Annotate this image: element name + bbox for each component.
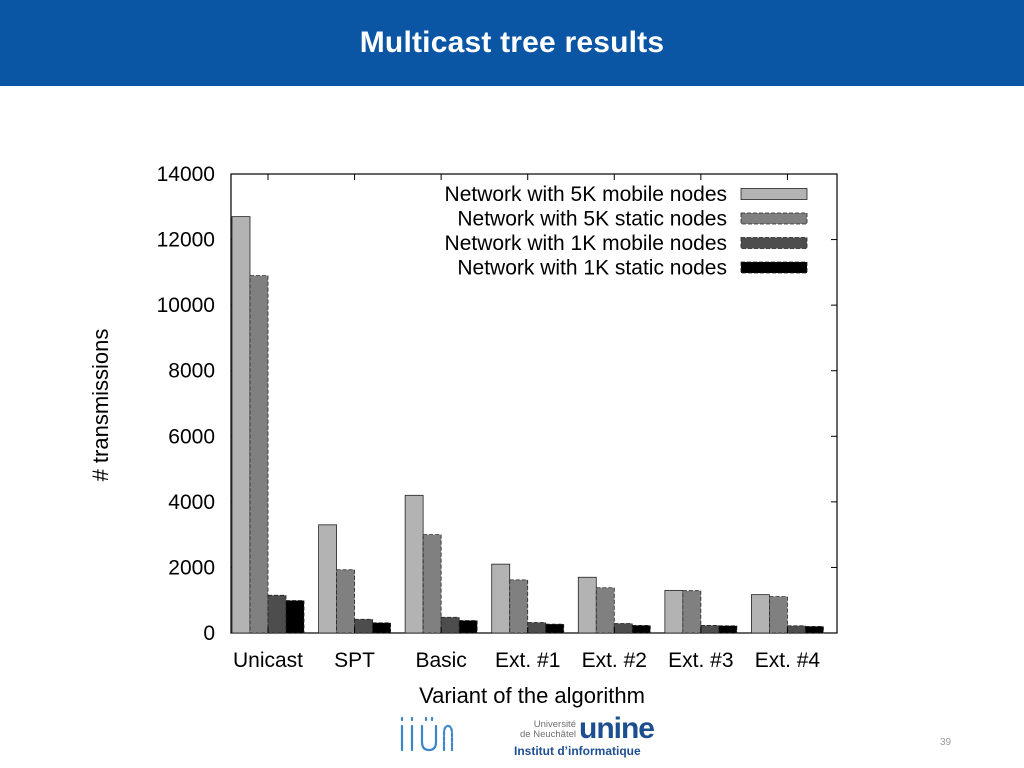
x-tick-label: Ext. #1	[495, 649, 560, 672]
bar-1	[404, 494, 424, 634]
x-tick-label: SPT	[334, 649, 375, 672]
legend-label: Network with 5K static nodes	[457, 208, 727, 231]
iiun-logo-mark	[400, 716, 454, 752]
bar-1	[751, 594, 770, 634]
bar-3	[613, 623, 633, 634]
unine-logo: Université de Neuchâtel unine Institut d…	[512, 712, 655, 760]
bar-2	[509, 579, 529, 634]
y-tick-label: 6000	[168, 425, 215, 448]
x-tick-label: Ext. #2	[582, 649, 647, 672]
iiun-logo	[396, 712, 456, 762]
legend-swatch	[740, 212, 808, 225]
bar-2	[336, 569, 355, 634]
bar-1	[491, 563, 511, 634]
y-tick-label: 4000	[168, 491, 215, 514]
x-tick-label: Basic	[415, 649, 466, 672]
bar-1	[577, 576, 597, 634]
x-axis-label: Variant of the algorithm	[419, 683, 645, 708]
bar-4	[718, 625, 738, 634]
y-tick-label: 8000	[168, 360, 215, 383]
legend-swatch	[740, 261, 808, 274]
bar-2	[595, 587, 615, 634]
slide-title: Multicast tree results	[359, 26, 665, 59]
y-tick-label: 12000	[157, 229, 215, 252]
x-tick-label: Ext. #3	[668, 649, 733, 672]
bar-4	[545, 623, 565, 634]
legend-swatch	[740, 188, 808, 200]
bar-3	[440, 616, 460, 634]
legend-label: Network with 1K mobile nodes	[445, 232, 727, 255]
bar-2	[769, 596, 788, 634]
legend-swatch	[740, 237, 808, 249]
bar-4	[458, 620, 478, 634]
unine-line2: de Neuchâtel	[520, 729, 576, 740]
bar-3	[787, 625, 806, 634]
bar-3	[527, 622, 547, 634]
y-axis-label: # transmissions	[88, 329, 113, 482]
legend-label: Network with 5K mobile nodes	[445, 183, 727, 206]
unine-line1: Université	[533, 719, 576, 730]
x-tick-label: Ext. #4	[755, 649, 821, 672]
y-tick-label: 2000	[168, 556, 215, 579]
bar-2	[422, 534, 442, 634]
bar-1	[318, 524, 337, 634]
unine-institute: Institut d’informatique	[514, 744, 641, 758]
y-tick-label: 14000	[157, 163, 215, 186]
bar-4	[631, 625, 651, 634]
bar-3	[700, 625, 720, 634]
bar-4	[372, 622, 391, 634]
bar-4	[805, 626, 824, 634]
bar-3	[267, 594, 287, 634]
y-tick-label: 10000	[157, 294, 215, 317]
page-number: 39	[940, 737, 952, 748]
slide-header: Multicast tree results	[0, 0, 1024, 86]
bar-3	[354, 618, 373, 634]
bar-1	[664, 589, 684, 634]
bar-4	[285, 600, 305, 634]
bar-1	[231, 216, 251, 634]
bar-2	[249, 275, 269, 634]
legend-label: Network with 1K static nodes	[457, 257, 727, 280]
bar-2	[682, 590, 702, 634]
x-tick-label: Unicast	[233, 649, 303, 672]
unine-brand: unine	[579, 712, 655, 745]
y-tick-label: 0	[203, 622, 215, 645]
